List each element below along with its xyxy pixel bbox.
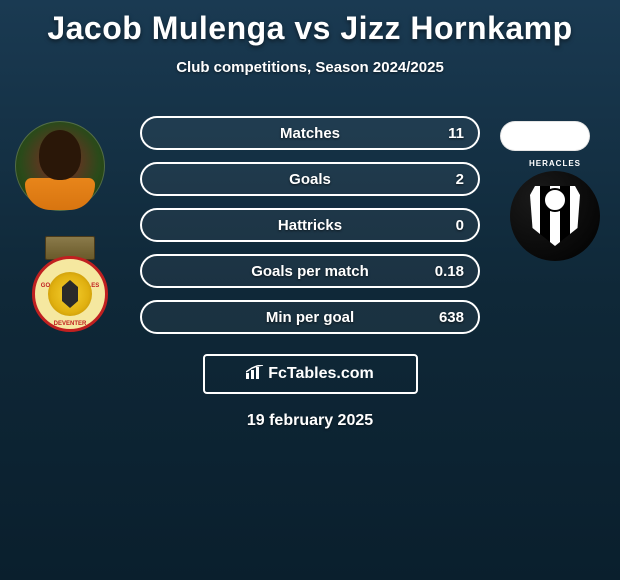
- season-subtitle: Club competitions, Season 2024/2025: [0, 59, 620, 76]
- stat-value-right: 2: [456, 171, 464, 188]
- stat-row-hattricks: Hattricks 0: [140, 208, 480, 242]
- watermark-badge[interactable]: FcTables.com: [203, 354, 418, 394]
- club-right-badge: HERACLES: [510, 171, 600, 261]
- player-right-placeholder: [500, 121, 590, 151]
- footer-spacer: [0, 545, 620, 580]
- comparison-date: 19 february 2025: [140, 412, 480, 430]
- player-left-jersey: [25, 178, 95, 210]
- stat-value-right: 11: [448, 125, 464, 142]
- watermark-text: FcTables.com: [268, 365, 374, 383]
- stat-row-goals-per-match: Goals per match 0.18: [140, 254, 480, 288]
- stat-label: Matches: [280, 125, 340, 142]
- stat-row-matches: Matches 11: [140, 116, 480, 150]
- stat-label: Hattricks: [278, 217, 342, 234]
- stat-label: Min per goal: [266, 309, 354, 326]
- stat-value-right: 0: [456, 217, 464, 234]
- club-left-badge: GO AHEAD EAGLES DEVENTER: [25, 236, 115, 326]
- club-left-circle: GO AHEAD EAGLES DEVENTER: [32, 256, 108, 332]
- stat-value-right: 0.18: [435, 263, 464, 280]
- stat-label: Goals: [289, 171, 331, 188]
- page-title: Jacob Mulenga vs Jizz Hornkamp: [0, 0, 620, 47]
- player-left-avatar: [15, 121, 105, 211]
- club-right-label: HERACLES: [529, 159, 581, 168]
- club-left-text-bottom: DEVENTER: [54, 321, 87, 327]
- stat-label: Goals per match: [251, 263, 369, 280]
- player-left-face: [39, 130, 81, 180]
- club-left-eagle-icon: [48, 272, 92, 316]
- stat-row-goals: Goals 2: [140, 162, 480, 196]
- stat-row-min-per-goal: Min per goal 638: [140, 300, 480, 334]
- stat-value-right: 638: [439, 309, 464, 326]
- chart-bars-icon: [246, 365, 264, 384]
- stats-list: Matches 11 Goals 2 Hattricks 0 Goals per…: [140, 116, 480, 430]
- club-right-shield-icon: [530, 186, 580, 246]
